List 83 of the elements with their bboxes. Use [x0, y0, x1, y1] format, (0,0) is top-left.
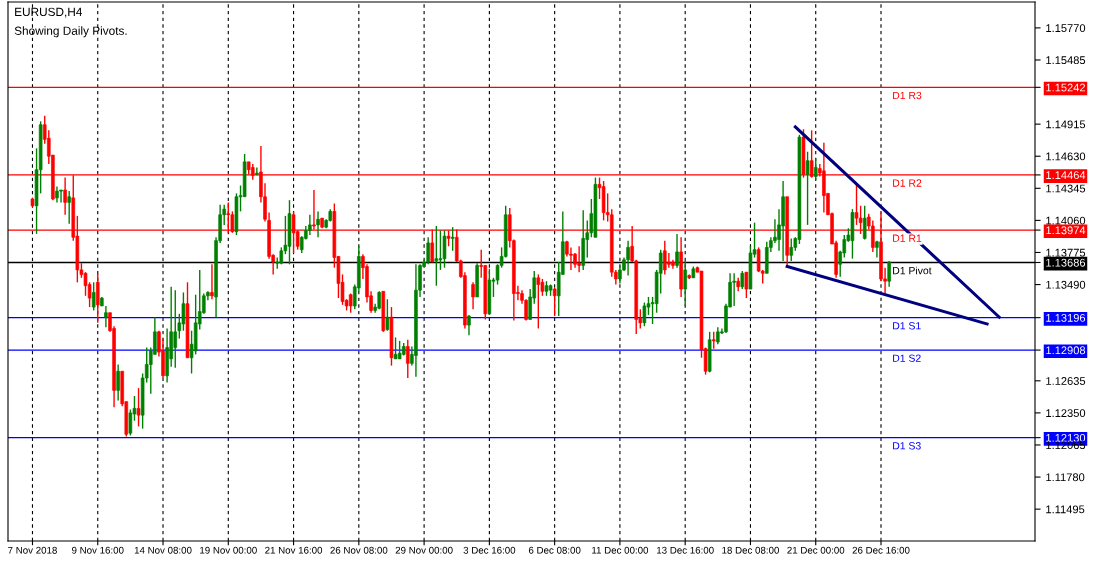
- y-tick-label: 1.13775: [1046, 248, 1086, 257]
- candlestick: [756, 246, 761, 273]
- candlestick: [471, 281, 475, 311]
- y-tick-label: 1.14915: [1046, 120, 1086, 129]
- candlestick: [667, 252, 671, 269]
- y-tick-label: 1.15242: [1046, 83, 1086, 92]
- x-tick-label: 26 Nov 08:00: [330, 546, 388, 554]
- candlestick: [862, 205, 867, 241]
- text: Showing Daily Pivots.: [14, 26, 127, 38]
- candlestick: [95, 272, 100, 324]
- candlestick: [626, 239, 630, 277]
- candlestick: [136, 387, 141, 428]
- y-tick-label: 1.14060: [1046, 216, 1086, 225]
- candlestick: [552, 287, 557, 317]
- ref-line-label: D1 S3: [893, 442, 921, 450]
- candlestick: [744, 271, 749, 299]
- candlestick: [434, 225, 439, 287]
- x-tick-label: 9 Nov 16:00: [71, 546, 124, 554]
- x-tick-label: 11 Dec 00:00: [592, 546, 649, 554]
- x-tick-label: 21 Dec 00:00: [787, 546, 845, 554]
- candlestick: [116, 363, 120, 402]
- candlestick: [442, 229, 447, 269]
- candlestick: [59, 189, 63, 204]
- candlestick: [255, 166, 259, 177]
- candlestick: [663, 239, 667, 276]
- chart-title: EURUSD,H4: [15, 7, 83, 18]
- candlestick: [63, 176, 67, 216]
- candlestick: [813, 157, 818, 181]
- y-tick-label: 1.14464: [1046, 171, 1086, 180]
- ref-line-label: D1 R1: [893, 234, 922, 242]
- candlestick: [397, 340, 402, 360]
- candlestick: [91, 281, 96, 312]
- y-tick-label: 1.12130: [1046, 433, 1086, 442]
- candlestick: [577, 245, 581, 273]
- x-tick-label: 6 Dec 08:00: [528, 546, 581, 554]
- y-tick-label: 1.12350: [1046, 409, 1086, 418]
- candlestick: [805, 151, 810, 226]
- candlestick: [683, 260, 687, 307]
- x-tick-label: 29 Nov 00:00: [395, 546, 453, 554]
- candlestick: [887, 260, 891, 288]
- ref-line-label: D1 R3: [893, 91, 922, 100]
- y-tick-label: 1.14630: [1046, 152, 1086, 161]
- y-tick-label: 1.14345: [1046, 184, 1086, 193]
- candlestick: [406, 339, 410, 379]
- candlestick: [385, 298, 390, 332]
- x-tick-label: 26 Dec 16:00: [852, 546, 910, 554]
- x-tick-label: 19 Nov 00:00: [200, 546, 257, 554]
- candlestick: [316, 210, 320, 238]
- candlestick: [642, 301, 647, 327]
- y-tick-label: 1.12635: [1046, 377, 1086, 385]
- candlestick: [308, 214, 312, 236]
- y-tick-label: 1.13490: [1046, 280, 1086, 289]
- candlestick: [426, 236, 430, 265]
- x-tick-label: 18 Dec 08:00: [722, 546, 779, 554]
- candlestick: [210, 263, 214, 300]
- y-tick-label: 1.13974: [1046, 226, 1086, 235]
- candlestick: [393, 336, 398, 360]
- y-tick-label: 1.15770: [1046, 24, 1086, 33]
- candlestick: [732, 272, 736, 307]
- candlestick: [740, 270, 745, 290]
- ref-line-label: D1 S2: [893, 354, 921, 362]
- candlestick: [789, 237, 794, 262]
- y-tick-label: 1.15485: [1046, 56, 1086, 65]
- candlestick: [67, 190, 71, 225]
- y-tick-label: 1.11495: [1046, 505, 1085, 514]
- y-tick-label: 1.13196: [1046, 313, 1086, 322]
- ref-line-label: D1 S1: [893, 322, 921, 330]
- y-tick-label: 1.12908: [1046, 346, 1086, 355]
- x-tick-label: 14 Nov 08:00: [134, 546, 192, 554]
- candlestick: [450, 226, 455, 252]
- candlestick: [128, 408, 133, 437]
- x-tick-label: 7 Nov 2018: [8, 546, 57, 554]
- candlestick: [173, 289, 178, 369]
- candlestick: [675, 233, 679, 269]
- y-tick-label: 1.13686: [1046, 258, 1086, 267]
- ref-line-label: D1 R2: [893, 179, 922, 187]
- ref-line-label: D1 Pivot: [893, 266, 932, 275]
- candlestick: [438, 229, 443, 271]
- x-tick-label: 13 Dec 16:00: [657, 546, 714, 554]
- x-tick-label: 21 Nov 16:00: [265, 546, 323, 554]
- candlestick: [536, 273, 541, 330]
- x-tick-label: 3 Dec 16:00: [463, 546, 516, 554]
- y-tick-label: 1.11780: [1046, 473, 1085, 482]
